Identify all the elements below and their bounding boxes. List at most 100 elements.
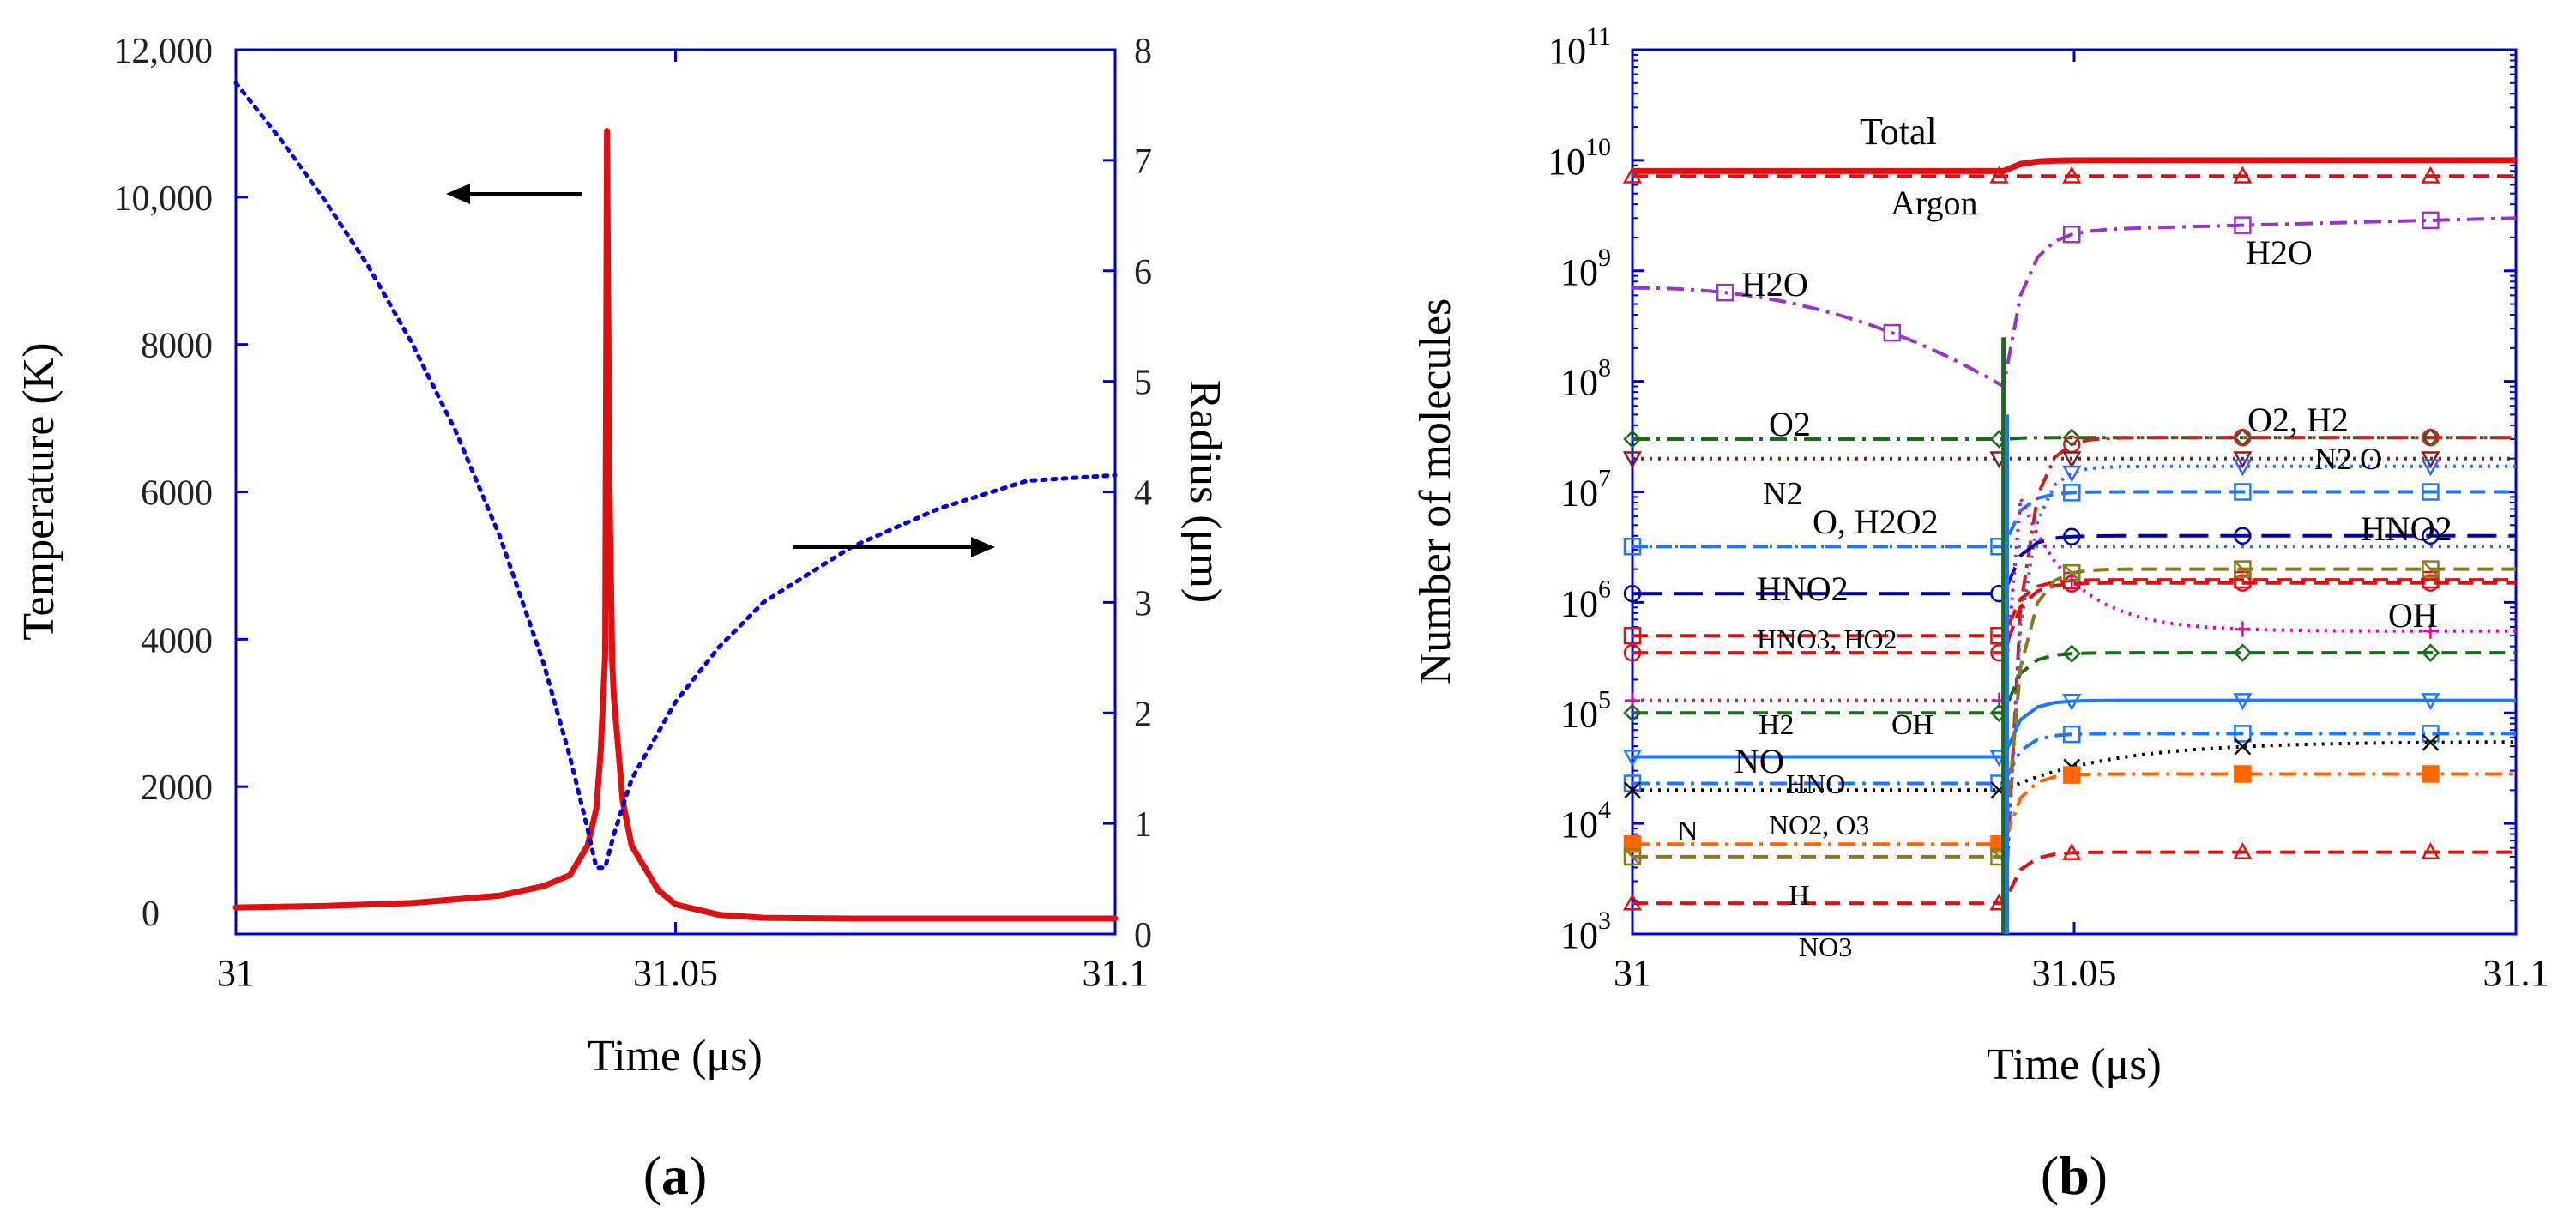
panel-b-marker xyxy=(1623,430,1642,449)
panel-b-series-o xyxy=(1623,483,2516,556)
panel-b-label-h2: H2 xyxy=(1759,709,1795,741)
panel-b-y-tick-label: 1010 xyxy=(1547,133,1611,183)
panel-a-left-y-tick-label: 2000 xyxy=(141,768,213,808)
panel-b-marker xyxy=(2422,428,2440,447)
panel-b-line-hno3 xyxy=(1632,578,2516,638)
panel-b-label-oh_2: OH xyxy=(2388,596,2438,635)
panel-b-marker xyxy=(2421,459,2440,477)
panel-b-line-o3 xyxy=(1632,740,2516,792)
panel-a-plot-frame xyxy=(234,48,1117,936)
panel-b-label-hno2_1: HNO2 xyxy=(1757,569,1849,608)
panel-b-line-o xyxy=(1632,490,2516,549)
panel-b-line-h2o xyxy=(1632,216,2517,389)
panel-b-label-no3: NO3 xyxy=(1799,931,1852,962)
panel-b-line-ho2 xyxy=(1632,581,2516,655)
panel-b-series-n2o xyxy=(2001,459,2516,935)
panel-b-marker xyxy=(2063,725,2081,744)
panel-a-left-y-axis-label: Temperature (K) xyxy=(15,342,63,640)
panel-b-label-argon: Argon xyxy=(1891,184,1977,222)
panel-a-right-y-tick-label: 2 xyxy=(1134,695,1152,734)
panel-b-label-o2: O2 xyxy=(1769,405,1811,443)
panel-b-marker xyxy=(2062,465,2082,483)
panel-b-caption: (b) xyxy=(2041,1145,2108,1206)
panel-b-label-n2: N2 xyxy=(1763,476,1802,512)
panel-b-line-hno2 xyxy=(1632,533,2516,596)
panel-b-marker xyxy=(2063,564,2081,582)
panel-b-marker xyxy=(2233,459,2253,477)
panel-b-marker xyxy=(2062,451,2082,469)
panel-b-y-tick-label: 108 xyxy=(1560,354,1611,404)
panel-b-series-h2 xyxy=(2001,428,2516,935)
panel-a-right-y-tick-label: 5 xyxy=(1134,364,1152,403)
arrow-right-icon xyxy=(793,537,995,557)
panel-b-label-h: H xyxy=(1789,880,1810,912)
panel-b-marker xyxy=(2233,643,2253,662)
panel-a-left-y-tick-label: 4000 xyxy=(141,621,213,660)
panel-a-x-tick-label: 31.05 xyxy=(633,952,718,994)
panel-b-marker xyxy=(2062,166,2082,184)
panel-b-marker xyxy=(1623,626,1642,645)
panel-b-y-tick-label: 107 xyxy=(1560,465,1611,515)
panel-b-marker xyxy=(2234,483,2252,501)
panel-b-label-oh_1: OH xyxy=(1891,709,1934,741)
arrow-left-icon xyxy=(446,184,582,204)
panel-b-series-no3 xyxy=(1622,842,2516,911)
panel-b-marker xyxy=(2422,483,2440,501)
panel-b-marker xyxy=(2234,725,2252,743)
panel-b-marker xyxy=(1624,781,1641,799)
panel-b-marker xyxy=(2422,560,2440,578)
panel-a-series-radius xyxy=(233,81,1118,871)
panel-b-marker xyxy=(1622,750,1643,768)
panel-b-y-axis-label: Number of molecules xyxy=(1411,298,1460,685)
panel-b-label-n2o: N2 O xyxy=(2314,442,2382,476)
panel-b-y-tick-label: 109 xyxy=(1560,244,1611,293)
panel-a-left-y-tick-label: 6000 xyxy=(141,474,213,514)
panel-a-right-y-tick-label: 4 xyxy=(1134,474,1152,514)
panel-b-line-o2 xyxy=(1632,436,2516,441)
panel-b-marker xyxy=(2063,766,2081,784)
panel-b-line-no3 xyxy=(1632,850,2516,906)
panel-b-marker xyxy=(2422,574,2440,592)
panel-b-marker xyxy=(2421,166,2440,184)
panel-b-y-tick-label: 105 xyxy=(1560,685,1611,735)
panel-b-marker xyxy=(2422,211,2440,230)
panel-b-line-total xyxy=(1632,157,2516,174)
panel-b-line-no xyxy=(1632,651,2516,715)
panel-b-marker xyxy=(2421,643,2440,662)
panel-b-marker xyxy=(2234,738,2252,756)
panel-b-marker xyxy=(2422,765,2440,783)
panel-b-label-total: Total xyxy=(1860,111,1937,153)
panel-b-marker xyxy=(1622,451,1643,469)
panel-b-marker xyxy=(2062,644,2082,663)
panel-b-label-h2o_2: H2O xyxy=(2246,233,2313,272)
panel-b-marker xyxy=(1623,538,1642,556)
panel-b-marker xyxy=(2063,484,2081,502)
panel-a-left-y-tick-label: 10,000 xyxy=(114,179,214,219)
panel-a-x-tick-label: 31 xyxy=(217,952,255,994)
panel-b-marker xyxy=(2421,693,2440,711)
panel-b-label-hno3ho2: HNO3, HO2 xyxy=(1757,624,1897,654)
panel-b-marker xyxy=(2422,733,2440,751)
panel-b-marker xyxy=(2062,842,2082,860)
panel-b-marker xyxy=(2422,527,2440,545)
panel-b-label-no2o3: NO2, O3 xyxy=(1769,810,1869,840)
panel-a-right-y-tick-label: 6 xyxy=(1134,253,1152,292)
panel-b-marker xyxy=(2233,166,2253,184)
panel-b-label-hno2_2: HNO2 xyxy=(2361,509,2452,548)
panel-a-left-y-tick-label: 12,000 xyxy=(114,32,214,71)
panel-b-marker xyxy=(1623,643,1642,662)
panel-b-label-n: N xyxy=(1677,816,1698,847)
panel-b-x-tick-label: 31.05 xyxy=(2032,952,2117,994)
panel-b-y-tick-label: 1011 xyxy=(1548,22,1611,72)
panel-a-chart: 31 31.05 31.10200040006000800010,00012,000… xyxy=(15,32,1229,1206)
panel-b-marker xyxy=(2062,694,2082,712)
panel-a-right-y-tick-label: 8 xyxy=(1134,32,1152,71)
panel-b-series-n2 xyxy=(1622,451,2516,469)
panel-b-marker xyxy=(1623,584,1642,603)
panel-b-marker xyxy=(1624,848,1641,865)
panel-b-line-n xyxy=(1632,772,2516,846)
panel-b-marker xyxy=(1716,283,1734,302)
panel-a-right-y-tick-label: 7 xyxy=(1134,142,1152,182)
panel-b-marker xyxy=(2233,842,2253,860)
